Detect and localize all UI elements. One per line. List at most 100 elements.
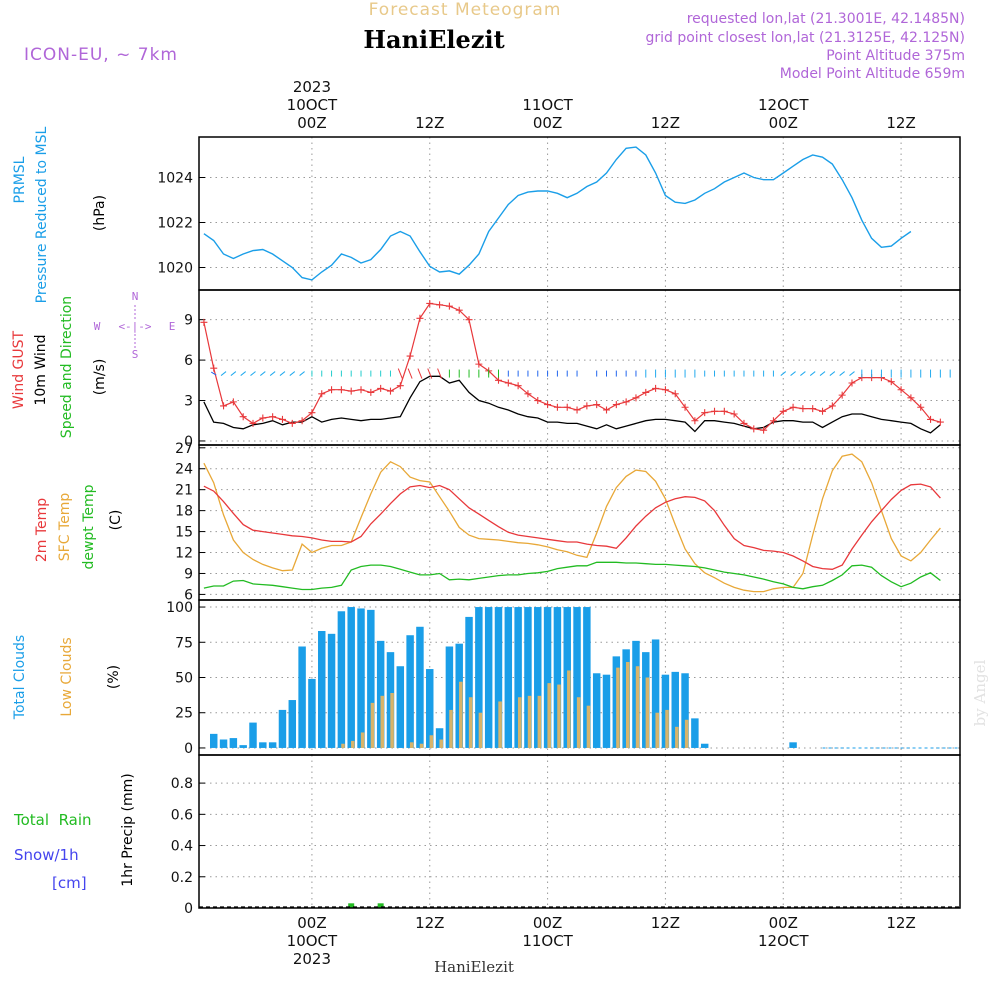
pressure-ytick-label: 1024	[157, 171, 193, 187]
gust-marker	[406, 352, 414, 360]
total-cloud-bar	[376, 640, 385, 748]
total-cloud-bar	[298, 646, 306, 748]
gust-marker	[534, 397, 542, 405]
gust-marker	[711, 407, 719, 415]
gust-marker	[465, 316, 473, 324]
total-cloud-bar	[396, 666, 405, 748]
wind-10m-label: 10m Wind	[33, 334, 49, 405]
compass-e: E	[169, 320, 176, 333]
temp-2m-line	[203, 483, 941, 570]
bottom-time-label: 12Z	[415, 914, 444, 932]
total-cloud-bar	[494, 607, 503, 748]
total-cloud-bar	[367, 609, 375, 748]
gust-marker	[544, 401, 552, 409]
sfc-temp-line	[203, 453, 941, 593]
total-cloud-bar	[573, 607, 581, 748]
wind-gust-line	[203, 302, 941, 431]
low-cloud-bar	[557, 684, 561, 748]
clouds-ytick-label: 75	[175, 635, 193, 651]
gust-marker	[828, 402, 836, 410]
total-cloud-bar	[435, 728, 444, 748]
gust-marker	[573, 406, 581, 414]
gust-marker	[249, 419, 257, 427]
wind-direction-arrow	[849, 371, 855, 376]
gust-marker	[210, 364, 218, 372]
low-cloud-bar	[537, 695, 542, 748]
snow-unit: [cm]	[52, 874, 87, 892]
gust-marker	[819, 407, 827, 415]
pressure-ytick-label: 1022	[157, 216, 193, 232]
pressure-unit: (hPa)	[92, 195, 108, 231]
temperature-ytick-label: 27	[175, 441, 193, 457]
gust-marker	[563, 403, 571, 411]
precip-axis-label: 1hr Precip (mm)	[120, 773, 136, 886]
total-cloud-bar	[239, 745, 247, 748]
gust-marker	[927, 415, 935, 423]
gust-marker	[524, 390, 532, 398]
wind-direction-arrow	[299, 371, 305, 376]
gust-marker	[386, 387, 394, 395]
low-cloud-bar	[360, 732, 365, 748]
gust-marker	[917, 403, 925, 411]
total-cloud-bar	[308, 678, 316, 748]
low-cloud-bar	[429, 735, 434, 748]
bottom-time-label: 12OCT	[758, 932, 809, 950]
wind-direction-arrow	[800, 371, 806, 376]
top-time-label: 00Z	[769, 114, 798, 132]
gust-marker	[779, 407, 787, 415]
total-cloud-bar	[524, 607, 532, 748]
total-cloud-bar	[209, 733, 218, 748]
bottom-time-label: 11OCT	[522, 932, 573, 950]
gust-marker	[455, 306, 463, 314]
low-cloud-bar	[625, 662, 630, 748]
total-cloud-bar	[651, 639, 660, 748]
wind-direction-arrow	[279, 371, 286, 376]
gust-marker	[838, 391, 846, 399]
bottom-time-label: 10OCT	[287, 932, 338, 950]
bottom-time-label: 00Z	[533, 914, 562, 932]
wind-direction-arrow	[240, 371, 246, 376]
gust-marker	[337, 386, 345, 394]
gust-marker	[308, 409, 316, 417]
dewpt-temp-line	[203, 561, 941, 591]
top-time-label: 2023	[293, 78, 331, 96]
point-altitude: Point Altitude 375m	[826, 48, 965, 64]
gust-marker	[396, 382, 404, 390]
temp-2m-label: 2m Temp	[34, 498, 50, 562]
model-label: ICON-EU, ~ 7km	[24, 45, 178, 65]
clouds-ytick-label: 100	[166, 600, 193, 616]
bottom-time-label: 2023	[293, 950, 331, 968]
total-cloud-bar	[229, 738, 238, 748]
gust-marker	[897, 386, 905, 394]
total-cloud-bar	[416, 626, 424, 748]
gust-marker	[593, 401, 601, 409]
gust-marker	[907, 394, 915, 402]
total-clouds-label: Total Clouds	[12, 635, 28, 720]
gust-marker	[769, 417, 777, 425]
wind-panel-labels: Wind GUST 10m Wind Speed and Direction (…	[11, 290, 175, 438]
wind-direction-arrow	[809, 371, 816, 376]
total-cloud-bar	[700, 743, 709, 748]
total-cloud-bar	[357, 608, 365, 748]
wind-direction-arrow	[289, 371, 296, 376]
rain-bar	[377, 903, 384, 908]
rain-bar	[348, 903, 355, 908]
top-time-label: 12Z	[415, 114, 444, 132]
wind-direction-arrow	[220, 371, 227, 376]
gust-marker	[622, 398, 630, 406]
low-cloud-bar	[586, 705, 591, 748]
low-cloud-bar	[567, 670, 571, 748]
chart-layer: 1020102210240369691215182124270255075100…	[157, 78, 961, 968]
snow-label: Snow/1h	[14, 846, 79, 864]
gust-marker	[583, 402, 591, 410]
top-time-label: 00Z	[297, 114, 326, 132]
low-cloud-bar	[576, 697, 581, 748]
total-cloud-bar	[426, 669, 434, 748]
low-cloud-bar	[675, 726, 679, 748]
gust-marker	[288, 419, 296, 427]
station-title: HaniElezit	[363, 25, 504, 54]
wind-direction-arrow	[250, 371, 256, 376]
clouds-ytick-label: 0	[184, 741, 193, 757]
temperature-ytick-label: 15	[175, 525, 193, 541]
low-cloud-bar	[341, 743, 345, 748]
